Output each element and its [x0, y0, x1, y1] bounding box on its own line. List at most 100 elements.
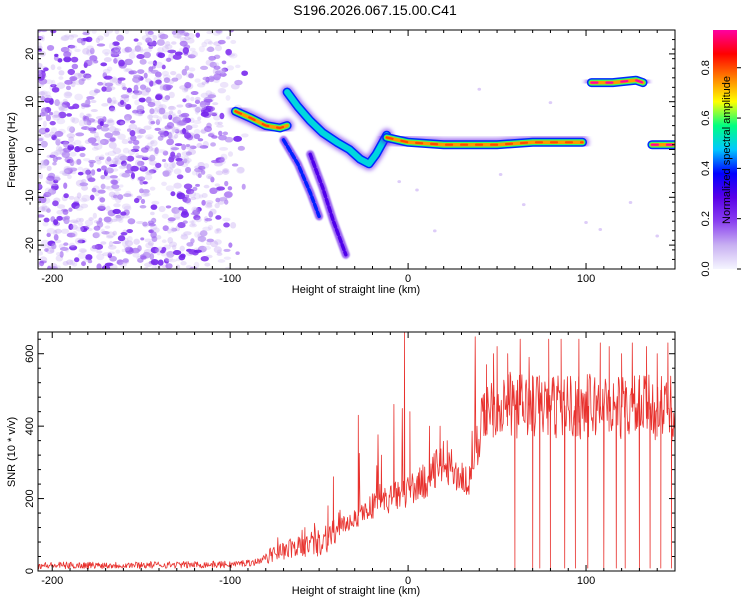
noise-speckle	[194, 107, 200, 115]
noise-speckle	[162, 170, 170, 177]
noise-speckle	[76, 37, 84, 44]
noise-speckle	[128, 49, 137, 53]
noise-speckle	[73, 72, 82, 79]
noise-speckle	[201, 41, 208, 48]
noise-speckle	[52, 161, 57, 166]
noise-speckle	[41, 204, 48, 211]
noise-speckle	[194, 99, 201, 105]
noise-speckle	[43, 159, 50, 166]
noise-speckle	[39, 173, 44, 180]
noise-speckle	[217, 159, 226, 165]
noise-speckle	[69, 159, 75, 167]
noise-speckle	[118, 217, 124, 224]
noise-speckle	[60, 107, 68, 112]
noise-speckle	[64, 215, 71, 220]
noise-speckle	[183, 155, 189, 161]
noise-speckle	[110, 193, 120, 201]
noise-speckle	[203, 245, 212, 250]
noise-speckle	[140, 255, 147, 260]
spectrogram-x-tick-label: 100	[577, 273, 595, 285]
spectrogram-x-tick-label: -200	[41, 273, 63, 285]
noise-speckle	[60, 36, 70, 42]
noise-speckle	[139, 84, 147, 90]
noise-speckle	[114, 155, 120, 162]
noise-speckle	[128, 217, 134, 223]
noise-speckle	[477, 87, 482, 91]
noise-speckle	[104, 52, 109, 57]
noise-speckle	[149, 80, 154, 87]
noise-speckle	[86, 96, 95, 100]
noise-speckle	[498, 173, 503, 177]
noise-speckle	[139, 179, 144, 185]
noise-speckle	[113, 216, 118, 221]
noise-speckle	[180, 234, 189, 240]
noise-speckle	[46, 175, 55, 181]
noise-speckle	[109, 164, 118, 168]
noise-speckle	[193, 261, 200, 269]
noise-speckle	[124, 240, 134, 247]
noise-speckle	[215, 215, 222, 220]
noise-speckle	[134, 45, 142, 52]
noise-speckle	[209, 208, 217, 215]
noise-speckle	[135, 152, 140, 158]
noise-speckle	[197, 173, 202, 179]
noise-speckle	[182, 98, 187, 103]
noise-speckle	[72, 103, 80, 110]
noise-speckle	[159, 33, 169, 40]
noise-speckle	[76, 146, 86, 152]
noise-speckle	[148, 114, 153, 120]
noise-speckle	[102, 185, 111, 190]
spectrogram-y-axis-label: Frequency (Hz)	[6, 112, 18, 188]
noise-speckle	[84, 139, 91, 144]
noise-speckle	[55, 139, 61, 146]
noise-speckle	[108, 42, 115, 50]
noise-speckle	[165, 169, 172, 177]
spectrogram-y-tick-label: -10	[24, 189, 36, 205]
noise-speckle	[96, 250, 103, 254]
noise-speckle	[62, 209, 69, 215]
noise-speckle	[82, 73, 92, 79]
noise-speckle	[109, 137, 116, 142]
noise-speckle	[127, 58, 133, 65]
noise-speckle	[38, 137, 44, 142]
noise-speckle	[155, 162, 162, 168]
noise-speckle	[161, 96, 169, 103]
noise-speckle	[149, 253, 155, 261]
noise-speckle	[114, 50, 119, 56]
noise-speckle	[235, 64, 241, 69]
noise-speckle	[133, 38, 139, 42]
noise-speckle	[220, 68, 225, 75]
noise-speckle	[38, 250, 44, 256]
noise-speckle	[58, 106, 66, 112]
noise-speckle	[183, 183, 193, 190]
noise-speckle	[197, 162, 205, 168]
noise-speckle	[130, 165, 139, 172]
noise-speckle	[60, 228, 70, 234]
noise-speckle	[154, 147, 159, 155]
noise-speckle	[134, 127, 143, 135]
noise-speckle	[133, 90, 143, 96]
noise-speckle	[100, 183, 106, 190]
noise-speckle	[81, 185, 89, 191]
noise-speckle	[171, 126, 180, 133]
noise-speckle	[70, 224, 78, 230]
noise-speckle	[162, 112, 171, 119]
noise-speckle	[161, 239, 167, 243]
noise-speckle	[66, 232, 76, 238]
noise-speckle	[171, 206, 180, 214]
noise-speckle	[56, 204, 66, 209]
noise-speckle	[107, 97, 112, 104]
noise-speckle	[146, 169, 154, 175]
noise-speckle	[124, 113, 132, 121]
noise-speckle	[189, 223, 197, 228]
noise-speckle	[144, 238, 152, 243]
noise-speckle	[74, 93, 83, 101]
noise-speckle	[158, 107, 166, 115]
noise-speckle	[39, 260, 45, 267]
noise-speckle	[170, 151, 176, 157]
noise-speckle	[71, 117, 80, 124]
noise-speckle	[137, 164, 146, 169]
noise-speckle	[91, 142, 99, 146]
noise-speckle	[195, 96, 201, 101]
colorbar-scale	[713, 30, 737, 269]
